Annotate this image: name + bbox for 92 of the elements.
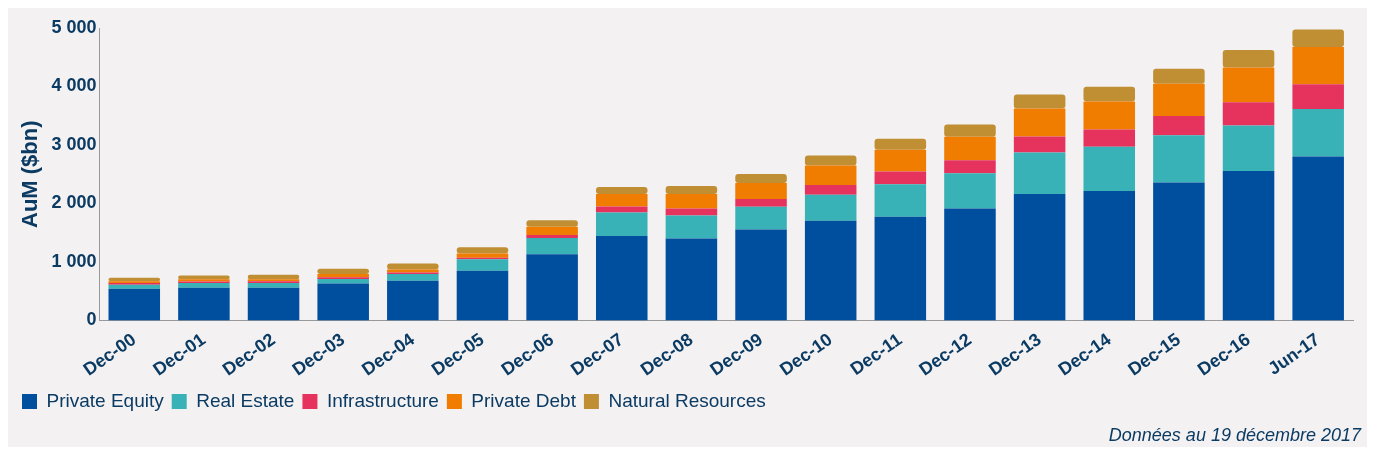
bar	[456, 253, 509, 258]
bar	[944, 173, 996, 209]
bar	[665, 238, 718, 321]
bar	[595, 235, 648, 321]
bar	[944, 124, 996, 137]
bar	[526, 226, 578, 236]
bar	[247, 287, 300, 321]
bar	[1292, 109, 1344, 157]
bar	[735, 183, 787, 200]
bar	[1153, 182, 1205, 321]
bar	[874, 138, 927, 150]
bar	[456, 259, 509, 271]
bar	[317, 278, 369, 284]
bar	[1083, 86, 1136, 102]
legend-label: Private Equity	[46, 389, 165, 411]
bar	[735, 229, 787, 321]
bar	[1153, 116, 1205, 136]
bar	[526, 254, 578, 321]
y-tick-label: 2 000	[51, 192, 97, 213]
bar	[595, 206, 648, 213]
bar	[1292, 29, 1344, 48]
bar	[944, 160, 996, 174]
bar	[456, 270, 509, 321]
bar	[874, 184, 927, 217]
bar	[178, 287, 230, 321]
bar	[665, 185, 718, 195]
bar	[665, 194, 718, 209]
bar	[317, 283, 369, 321]
bar	[595, 194, 648, 207]
bar	[317, 268, 369, 274]
bar	[526, 220, 578, 227]
bar	[1222, 171, 1275, 321]
bar	[1083, 190, 1136, 321]
bar	[804, 165, 857, 186]
bar	[1013, 194, 1066, 321]
bar	[387, 280, 439, 321]
y-axis-title: AuM ($bn)	[17, 120, 43, 228]
bar	[874, 149, 927, 172]
bar	[247, 274, 300, 280]
y-tick-label: 0	[86, 309, 97, 330]
bar	[317, 273, 369, 278]
bar	[735, 206, 787, 230]
bar	[526, 237, 578, 255]
bar	[804, 220, 857, 321]
bar	[1292, 47, 1344, 85]
y-tick-label: 4 000	[51, 75, 97, 96]
bar	[595, 212, 648, 236]
bar	[387, 273, 439, 281]
bar	[944, 136, 996, 161]
bar	[1083, 129, 1136, 147]
bar	[108, 288, 161, 321]
bar	[1013, 108, 1066, 137]
y-tick-label: 3 000	[51, 133, 97, 154]
bar	[526, 235, 578, 238]
bar	[665, 215, 718, 239]
bar	[178, 275, 230, 280]
bar	[665, 208, 718, 216]
bar	[1083, 146, 1136, 191]
bar	[1292, 156, 1344, 321]
bar	[1222, 49, 1275, 68]
bar	[456, 247, 509, 254]
legend-label: Real Estate	[196, 389, 295, 411]
y-tick-label: 5 000	[51, 16, 97, 37]
bar	[1222, 102, 1275, 126]
bar	[387, 263, 439, 270]
text: Données au 19 décembre 2017	[1108, 425, 1362, 445]
bar	[804, 155, 857, 166]
legend-label: Infrastructure	[326, 389, 439, 411]
bar	[874, 216, 927, 321]
bar	[804, 194, 857, 221]
bar	[1013, 94, 1066, 109]
bar	[1153, 83, 1205, 117]
bar	[1222, 125, 1275, 172]
y-tick-label: 1 000	[51, 250, 97, 271]
bar	[108, 284, 161, 289]
bar	[178, 283, 230, 288]
bar	[1292, 84, 1344, 110]
legend-label: Natural Resources	[608, 389, 766, 411]
bar	[1153, 135, 1205, 183]
legend-label: Private Debt	[471, 389, 577, 411]
bar	[247, 283, 300, 288]
bar	[944, 208, 996, 321]
bar	[735, 199, 787, 207]
bar	[1083, 101, 1136, 130]
bar	[1222, 67, 1275, 103]
bar	[804, 185, 857, 195]
bar	[1013, 136, 1066, 153]
bar	[735, 173, 787, 183]
bar	[1153, 68, 1205, 84]
bar	[595, 187, 648, 195]
bar	[874, 171, 927, 185]
bar	[1013, 152, 1066, 195]
